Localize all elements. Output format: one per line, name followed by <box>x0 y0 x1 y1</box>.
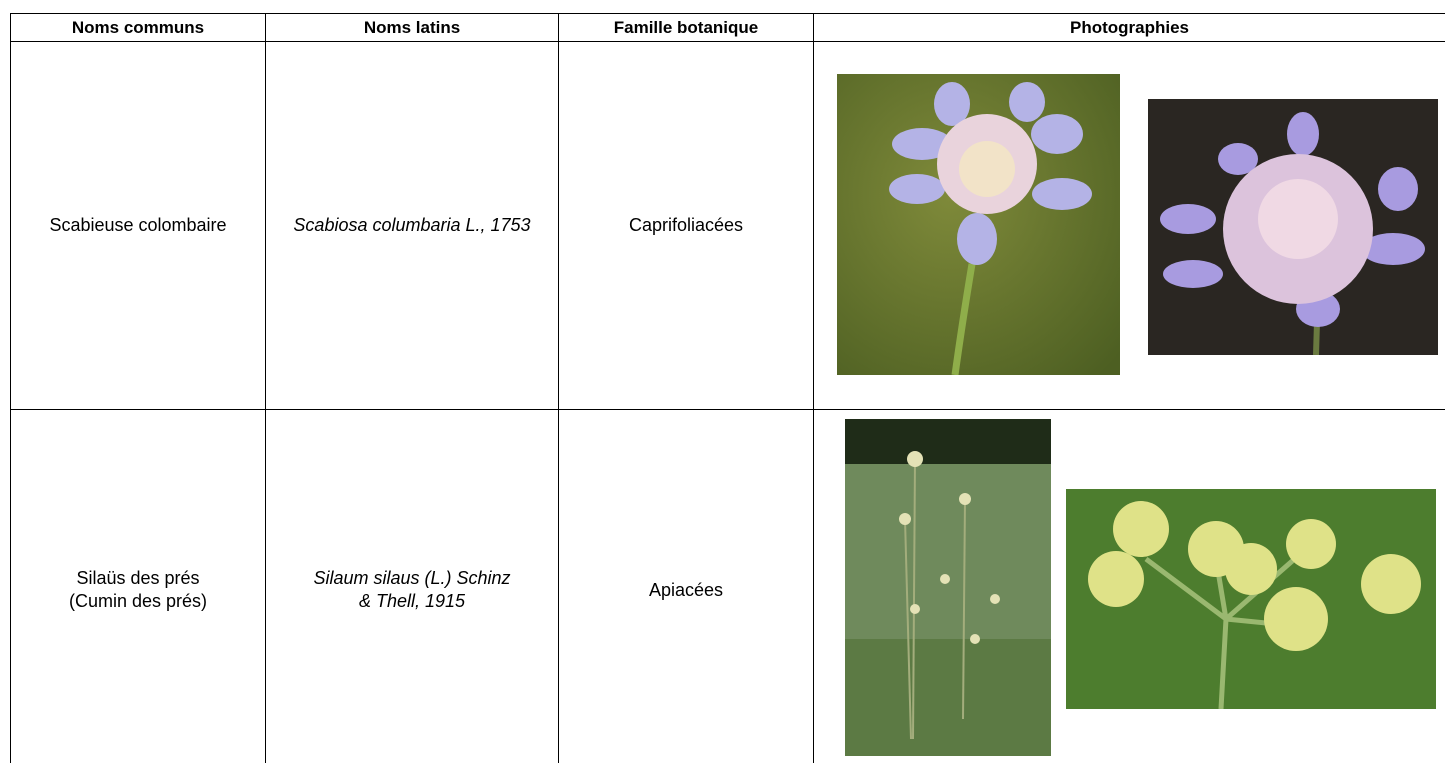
text-line: Silaüs des prés <box>76 568 200 588</box>
table-border <box>558 13 559 763</box>
common-name: Scabieuse colombaire <box>11 42 265 409</box>
table-border <box>10 409 1445 410</box>
header-cell: Noms communs <box>71 18 205 37</box>
text-line: (Cumin des prés) <box>68 591 208 611</box>
header-cell: Photographies <box>1069 18 1189 37</box>
table-border <box>10 13 11 763</box>
family: Caprifoliacées <box>628 215 744 235</box>
header-cell: Noms latins <box>363 18 461 37</box>
table-border <box>265 13 266 763</box>
table-border <box>10 41 1445 42</box>
table-border <box>10 13 1445 14</box>
header-cell: Famille botanique <box>613 18 759 37</box>
latin-name: Silaum silaus (L.) Schinz & Thell, 1915 <box>313 568 511 611</box>
common-name: Silaüs des prés (Cumin des prés) <box>11 410 265 770</box>
photo <box>837 74 1120 375</box>
photo <box>1148 99 1438 355</box>
table-border <box>813 13 814 763</box>
family: Apiacées <box>648 579 724 600</box>
photo <box>845 419 1051 756</box>
text-line: Scabieuse colombaire <box>49 215 227 235</box>
photo <box>1066 489 1436 709</box>
latin-name: Scabiosa columbaria L., 1753 <box>293 215 531 235</box>
